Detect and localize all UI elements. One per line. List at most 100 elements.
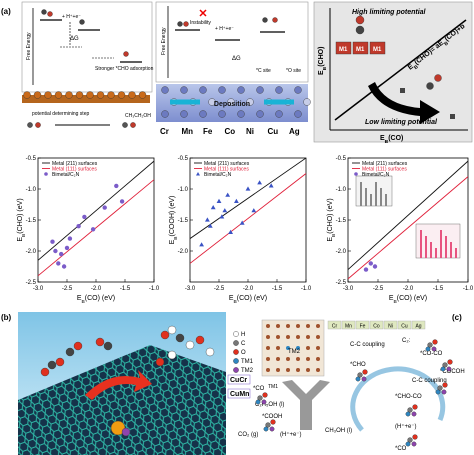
annotation-box xyxy=(227,388,251,399)
strip-cell xyxy=(383,320,398,330)
x-tick-label: -1.5 xyxy=(433,286,444,292)
atom xyxy=(40,367,50,377)
strip-cell xyxy=(327,320,342,330)
element: Cu xyxy=(401,324,408,330)
strip-cell xyxy=(369,320,384,330)
label: C-C coupling xyxy=(412,378,447,384)
point xyxy=(205,217,210,222)
panel-label: (c) xyxy=(452,313,462,322)
atom xyxy=(425,346,431,352)
text-part: (CO) (eV) xyxy=(397,295,427,302)
atom xyxy=(175,333,185,343)
point xyxy=(50,239,55,244)
trend-line xyxy=(190,158,306,239)
atom xyxy=(427,342,433,348)
metal-block xyxy=(352,41,369,55)
atom xyxy=(65,347,75,357)
atom xyxy=(303,98,311,106)
atom xyxy=(138,91,147,99)
atom xyxy=(357,372,363,378)
scheme-frame xyxy=(313,1,473,143)
atom xyxy=(47,11,53,17)
atom xyxy=(262,392,268,398)
lattice-atom xyxy=(316,324,320,328)
atom xyxy=(269,426,275,432)
red-arrow xyxy=(85,370,152,400)
point xyxy=(53,248,58,254)
atom xyxy=(355,376,361,382)
label: Low limiting potential xyxy=(365,119,438,126)
y-tick-label: -1.5 xyxy=(336,218,347,224)
atom xyxy=(431,346,437,352)
legend-label: Metal (111) surfaces xyxy=(52,166,97,172)
lattice-atom xyxy=(266,346,270,350)
plot-area xyxy=(190,158,306,264)
label: *CO xyxy=(253,386,265,392)
atom xyxy=(426,82,434,90)
atom xyxy=(167,325,177,335)
y-tick-label: -1.0 xyxy=(336,187,347,193)
x-tick-label: -2.5 xyxy=(373,286,384,292)
legend-swatch xyxy=(196,172,200,176)
lattice-atom xyxy=(266,357,270,361)
atom xyxy=(227,98,235,106)
text-part: E xyxy=(77,295,82,302)
atom xyxy=(256,110,264,118)
text-part: E xyxy=(169,239,176,244)
text-part: E xyxy=(407,63,415,72)
x-tick-label: -1.5 xyxy=(120,286,131,292)
lattice-atom xyxy=(276,335,280,339)
atom xyxy=(362,369,368,375)
text-part: (CHO) (eV) xyxy=(327,198,334,233)
element: Co xyxy=(225,127,236,136)
lattice-atom xyxy=(266,335,270,339)
label: (H⁺+e⁻) xyxy=(395,423,417,430)
atom xyxy=(107,91,115,99)
cross xyxy=(199,9,207,17)
point xyxy=(82,214,87,220)
point xyxy=(56,261,61,266)
inset-peak xyxy=(370,194,372,206)
point xyxy=(222,208,228,213)
text-part: B xyxy=(322,66,328,70)
atom xyxy=(405,441,411,447)
point xyxy=(61,264,67,269)
y-axis-label: EB(COOH) (eV) xyxy=(169,196,179,245)
atom xyxy=(446,366,452,372)
label: Instability xyxy=(190,20,211,26)
element: Cr xyxy=(160,127,169,136)
point xyxy=(225,192,231,197)
legend-label: H xyxy=(241,332,245,338)
atom xyxy=(233,367,239,373)
atom xyxy=(432,339,438,345)
structure xyxy=(261,319,325,377)
lattice-atom xyxy=(306,368,310,372)
x-tick-label: -1.0 xyxy=(301,286,312,292)
inset-peak xyxy=(425,236,427,258)
atom xyxy=(263,426,269,432)
inset xyxy=(415,223,461,259)
label: (H⁺+e⁻) xyxy=(280,431,302,438)
legend-label: Metal (111) surfaces xyxy=(362,166,407,172)
surface xyxy=(22,95,150,103)
atom xyxy=(261,399,267,405)
point xyxy=(251,208,257,213)
point xyxy=(59,251,64,257)
inset-peak xyxy=(380,188,382,206)
point xyxy=(199,242,204,247)
element: Cu xyxy=(268,127,279,136)
text-part: B xyxy=(443,40,450,47)
x-axis-label: EB(CO) (eV) xyxy=(77,295,115,305)
label: CH₃OH (l) xyxy=(325,428,352,434)
plot-area xyxy=(38,160,154,277)
point xyxy=(239,220,245,225)
strip-cell xyxy=(397,320,412,330)
annotation: CuMn xyxy=(230,391,249,398)
atom xyxy=(237,86,245,94)
text-part: E xyxy=(229,295,234,302)
panel-label: (a) xyxy=(1,7,11,16)
point xyxy=(67,236,73,241)
atom xyxy=(177,21,183,27)
text-part: B xyxy=(394,299,397,305)
